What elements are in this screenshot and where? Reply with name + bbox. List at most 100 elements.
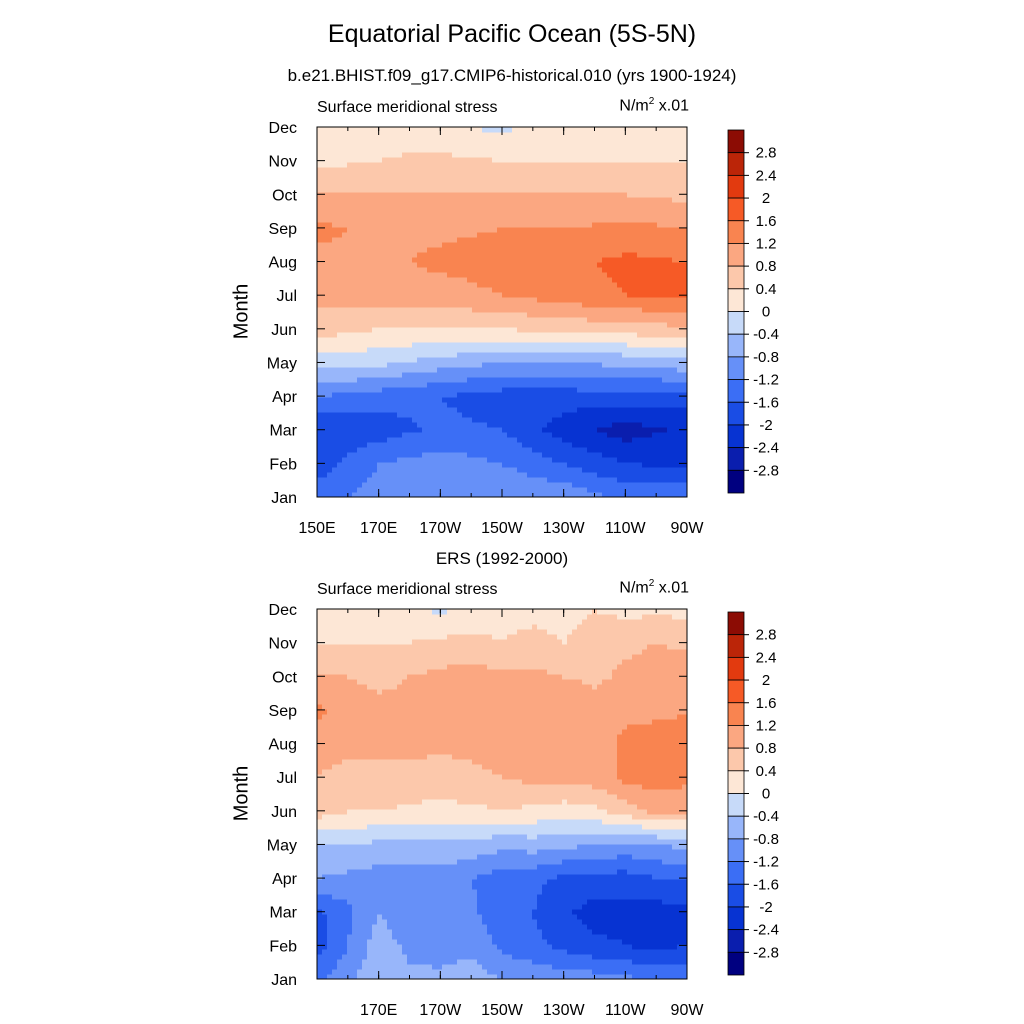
heatmap-cell — [482, 187, 488, 193]
heatmap-cell — [327, 402, 333, 408]
heatmap-cell — [342, 442, 348, 448]
heatmap-cell — [522, 382, 528, 388]
heatmap-cell — [597, 452, 603, 458]
heatmap-cell — [437, 377, 443, 383]
heatmap-cell — [512, 362, 518, 368]
heatmap-cell — [612, 442, 618, 448]
heatmap-cell — [662, 362, 668, 368]
heatmap-cell — [582, 217, 588, 223]
heatmap-cell — [567, 242, 573, 248]
heatmap-cell — [477, 257, 483, 263]
heatmap-cell — [497, 187, 503, 193]
heatmap-cell — [557, 387, 563, 393]
heatmap-cell — [387, 352, 393, 358]
heatmap-cell — [642, 342, 648, 348]
heatmap-cell — [407, 322, 413, 328]
heatmap-cell — [367, 477, 373, 483]
heatmap-cell — [357, 202, 363, 208]
heatmap-cell — [387, 272, 393, 278]
heatmap-cell — [527, 472, 533, 478]
heatmap-cell — [572, 337, 578, 343]
heatmap-cell — [657, 347, 663, 353]
heatmap-cell — [452, 372, 458, 378]
heatmap-cell — [327, 412, 333, 418]
heatmap-cell — [362, 162, 368, 168]
heatmap-cell — [392, 297, 398, 303]
heatmap-cell — [467, 167, 473, 173]
heatmap-cell — [317, 437, 323, 443]
heatmap-cell — [562, 337, 568, 343]
heatmap-cell — [597, 342, 603, 348]
heatmap-cell — [627, 372, 633, 378]
heatmap-cell — [497, 237, 503, 243]
heatmap-cell — [332, 252, 338, 258]
heatmap-cell — [622, 167, 628, 173]
heatmap-cell — [542, 327, 548, 333]
heatmap-cell — [382, 202, 388, 208]
heatmap-cell — [462, 352, 468, 358]
heatmap-cell — [677, 447, 683, 453]
heatmap-cell — [442, 442, 448, 448]
heatmap-cell — [462, 157, 468, 163]
heatmap-cell — [492, 302, 498, 308]
heatmap-cell — [647, 257, 653, 263]
heatmap-cell — [532, 237, 538, 243]
heatmap-cell — [652, 167, 658, 173]
heatmap-cell — [657, 312, 663, 318]
heatmap-cell — [507, 322, 513, 328]
heatmap-cell — [642, 322, 648, 328]
heatmap-cell — [522, 337, 528, 343]
heatmap-cell — [367, 287, 373, 293]
heatmap-cell — [402, 327, 408, 333]
heatmap-cell — [327, 317, 333, 323]
heatmap-cell — [527, 322, 533, 328]
heatmap-cell — [542, 207, 548, 213]
heatmap-cell — [402, 322, 408, 328]
heatmap-cell — [417, 197, 423, 203]
heatmap-cell — [347, 237, 353, 243]
heatmap-cell — [552, 347, 558, 353]
heatmap-cell — [532, 342, 538, 348]
heatmap-cell — [487, 487, 493, 493]
heatmap-cell — [522, 207, 528, 213]
heatmap-cell — [602, 352, 608, 358]
heatmap-cell — [642, 287, 648, 293]
heatmap-cell — [322, 382, 328, 388]
heatmap-cell — [362, 277, 368, 283]
heatmap-cell — [582, 207, 588, 213]
heatmap-cell — [387, 212, 393, 218]
heatmap-cell — [467, 427, 473, 433]
heatmap-cell — [582, 397, 588, 403]
heatmap-cell — [617, 482, 623, 488]
heatmap-cell — [422, 367, 428, 373]
heatmap-cell — [347, 267, 353, 273]
heatmap-cell — [612, 427, 618, 433]
heatmap-cell — [522, 467, 528, 473]
heatmap-cell — [367, 232, 373, 238]
heatmap-cell — [437, 432, 443, 438]
heatmap-cell — [412, 477, 418, 483]
heatmap-cell — [532, 382, 538, 388]
heatmap-cell — [397, 282, 403, 288]
heatmap-cell — [402, 167, 408, 173]
heatmap-cell — [412, 237, 418, 243]
heatmap-cell — [667, 462, 673, 468]
heatmap-cell — [662, 427, 668, 433]
heatmap-cell — [617, 432, 623, 438]
heatmap-cell — [652, 172, 658, 178]
heatmap-cell — [552, 372, 558, 378]
heatmap-cell — [347, 162, 353, 168]
heatmap-cell — [612, 482, 618, 488]
heatmap-cell — [552, 432, 558, 438]
heatmap-cell — [667, 422, 673, 428]
heatmap-cell — [607, 452, 613, 458]
heatmap-cell — [582, 202, 588, 208]
heatmap-cell — [347, 447, 353, 453]
heatmap-cell — [677, 387, 683, 393]
heatmap-cell — [367, 412, 373, 418]
heatmap-cell — [442, 397, 448, 403]
heatmap-cell — [332, 402, 338, 408]
heatmap-cell — [472, 257, 478, 263]
heatmap-cell — [422, 277, 428, 283]
heatmap-cell — [437, 252, 443, 258]
